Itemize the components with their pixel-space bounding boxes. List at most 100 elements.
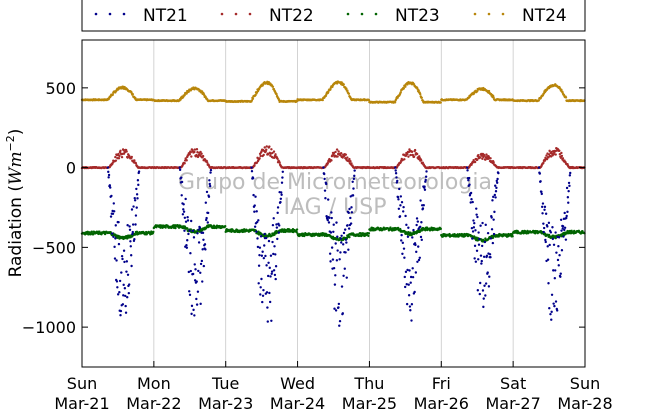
point-nt21 [269, 275, 272, 278]
point-nt21 [551, 226, 554, 229]
point-nt21 [541, 202, 545, 205]
point-nt21 [116, 293, 120, 296]
point-nt21 [347, 227, 351, 230]
point-nt21 [257, 282, 260, 285]
point-nt21 [492, 232, 496, 236]
point-nt21 [129, 245, 132, 248]
point-nt21 [118, 279, 122, 283]
point-nt21 [553, 277, 557, 280]
point-nt21 [399, 204, 402, 207]
point-nt21 [107, 170, 110, 174]
point-nt21 [548, 243, 551, 247]
point-nt21 [180, 176, 183, 179]
point-nt21 [329, 260, 332, 263]
point-nt21 [189, 219, 193, 223]
point-nt21 [565, 214, 568, 218]
point-nt21 [124, 294, 127, 298]
point-nt21 [113, 245, 116, 249]
point-nt21 [554, 269, 557, 272]
point-nt21 [326, 218, 329, 222]
point-nt22 [409, 153, 412, 157]
point-nt24 [275, 92, 278, 96]
point-nt21 [131, 230, 134, 234]
point-nt21 [483, 240, 487, 244]
point-nt21 [484, 294, 487, 297]
point-nt21 [481, 289, 485, 292]
point-nt21 [204, 201, 208, 204]
point-nt21 [201, 280, 204, 283]
point-nt21 [195, 303, 199, 306]
point-nt21 [478, 237, 481, 241]
point-nt21 [197, 228, 200, 231]
point-nt21 [279, 200, 282, 204]
point-nt21 [418, 225, 422, 229]
point-nt21 [116, 286, 119, 289]
point-nt21 [128, 225, 131, 228]
point-nt21 [552, 243, 556, 247]
point-nt21 [279, 197, 283, 201]
point-nt21 [191, 229, 194, 232]
point-nt22 [195, 148, 199, 151]
point-nt21 [551, 237, 555, 241]
point-nt22 [336, 155, 339, 158]
point-nt21 [333, 283, 337, 286]
point-nt22 [489, 157, 492, 160]
point-nt21 [476, 289, 480, 292]
point-nt21 [559, 218, 563, 221]
point-nt21 [334, 309, 338, 312]
legend-frame [81, 0, 586, 32]
point-nt21 [420, 238, 423, 242]
point-nt21 [344, 251, 347, 254]
point-nt21 [204, 248, 207, 251]
point-nt21 [255, 210, 258, 213]
point-nt22 [483, 154, 486, 157]
point-nt21 [394, 172, 398, 175]
point-nt21 [263, 244, 266, 247]
point-nt21 [494, 196, 497, 199]
point-nt21 [199, 271, 202, 274]
point-nt21 [537, 166, 541, 169]
point-nt21 [250, 166, 253, 169]
point-nt23 [369, 229, 373, 232]
point-nt21 [117, 242, 121, 246]
point-nt21 [115, 280, 119, 283]
watermark-line-1: Grupo de Micrometeorologia [178, 170, 492, 195]
point-nt21 [112, 235, 115, 239]
point-nt21 [197, 269, 200, 273]
point-nt21 [496, 177, 499, 181]
point-nt21 [567, 181, 571, 185]
point-nt21 [180, 194, 183, 197]
point-nt21 [180, 180, 184, 184]
point-nt21 [475, 249, 479, 252]
legend-marker [346, 12, 350, 16]
point-nt21 [477, 231, 480, 234]
point-nt21 [564, 238, 568, 241]
point-nt21 [195, 280, 198, 283]
point-nt21 [403, 256, 406, 259]
point-nt21 [555, 309, 559, 312]
point-nt21 [473, 257, 476, 260]
point-nt23 [484, 237, 487, 240]
point-nt21 [274, 265, 278, 268]
point-nt21 [199, 262, 203, 266]
point-nt21 [273, 273, 277, 277]
point-nt21 [201, 231, 205, 235]
point-nt21 [330, 211, 333, 214]
point-nt21 [471, 200, 474, 204]
point-nt21 [207, 195, 211, 199]
point-nt21 [276, 211, 279, 215]
point-nt21 [495, 179, 498, 183]
point-nt22 [560, 151, 563, 155]
point-nt21 [349, 222, 353, 225]
point-nt21 [544, 238, 547, 242]
point-nt21 [181, 213, 185, 216]
point-nt24 [321, 98, 324, 102]
point-nt24 [347, 92, 351, 96]
x-tick-date: Mar-27 [485, 394, 540, 409]
point-nt22 [481, 157, 484, 160]
point-nt21 [208, 182, 211, 186]
point-nt21 [417, 245, 420, 248]
point-nt21 [562, 235, 565, 238]
point-nt21 [343, 228, 347, 231]
